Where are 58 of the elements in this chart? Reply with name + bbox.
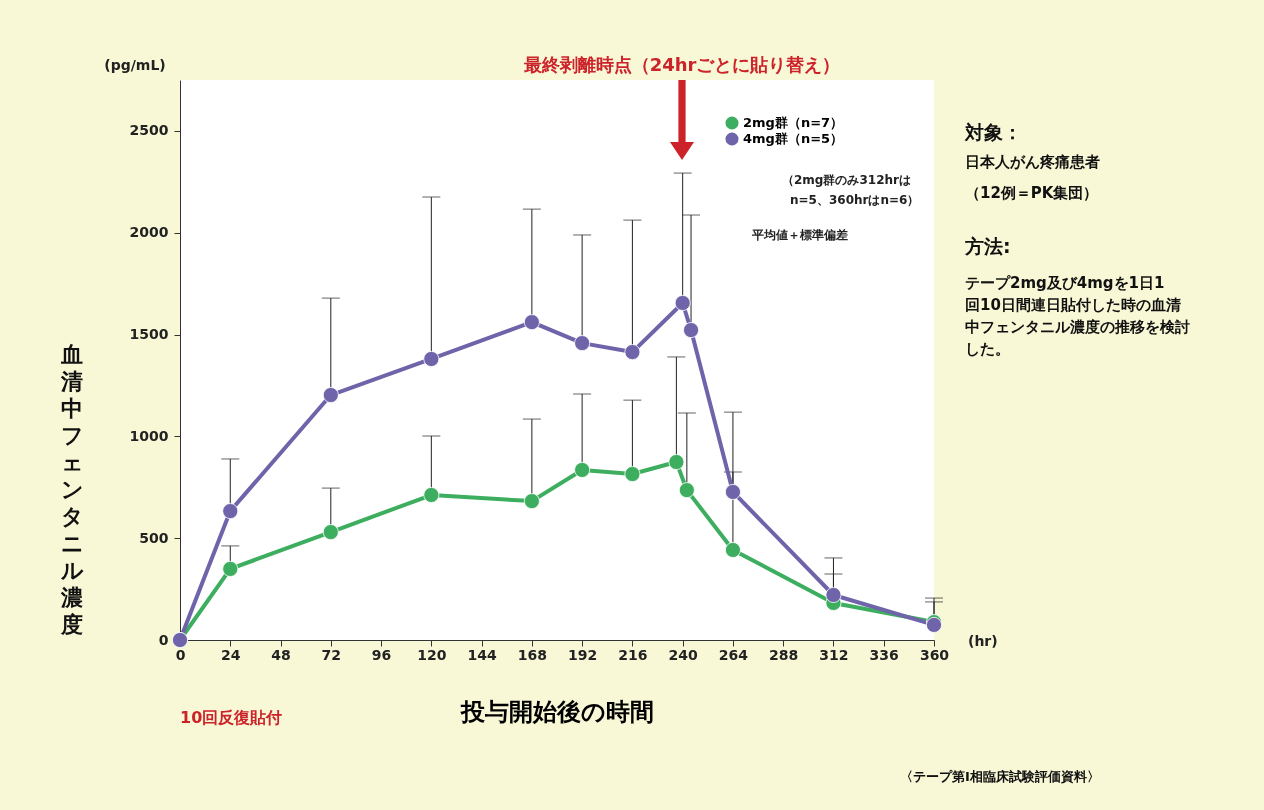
- point: [674, 295, 691, 311]
- x-tick-label: 240: [668, 646, 699, 663]
- point: [322, 387, 339, 403]
- point: [574, 462, 591, 478]
- point: [574, 335, 591, 352]
- x-axis-title: 投与開始後の時間: [460, 697, 654, 726]
- point: [322, 524, 339, 541]
- annotation: n=5、360hrはn=6）: [790, 193, 920, 207]
- x-tick-label: 96: [371, 646, 392, 663]
- text: (pg/mL): [104, 57, 166, 73]
- x-tick-label: 72: [321, 646, 342, 663]
- text: 方法:: [964, 235, 1011, 257]
- annotation: （2mg群のみ312hrは: [782, 173, 911, 187]
- annotation: 平均値＋標準偏差: [751, 228, 848, 242]
- y-tick-label: 1500: [129, 326, 169, 343]
- x-tick-label: 312: [819, 646, 849, 663]
- x-tick-label: 336: [869, 646, 899, 663]
- x-tick-label: 120: [417, 646, 447, 663]
- x-tick-label: 192: [568, 646, 598, 663]
- x-tick-label: 216: [618, 646, 648, 663]
- text: 日本人がん疼痛患者: [965, 153, 1100, 171]
- point: [423, 487, 440, 503]
- text: テープ2mg及び4mgを1日1回10日間連日貼付した時の血清中フェンタニル濃度の推移を検討した。: [965, 274, 1190, 358]
- x-tick-label: 168: [517, 646, 547, 663]
- point: [523, 314, 540, 331]
- y-tick-label: 2500: [129, 122, 169, 139]
- y-tick-label: 0: [158, 631, 169, 648]
- point: [724, 483, 741, 500]
- x-tick-label: 288: [769, 646, 799, 663]
- text: 血清中フェンタニル濃度: [60, 342, 84, 637]
- x-tick-label: 144: [467, 646, 497, 663]
- text: 〈テープ第Ⅰ相臨床試験評価資料〉: [900, 769, 1100, 784]
- x-tick-label: 0: [175, 646, 186, 663]
- y-tick-label: 2000: [129, 224, 169, 241]
- point: [222, 503, 239, 520]
- text: (hr): [968, 633, 998, 649]
- point: [222, 560, 239, 577]
- legend-label: 2mg群（n=7）: [743, 115, 844, 130]
- text: 最終剥離時点（24hrごとに貼り替え）: [522, 54, 841, 75]
- x-tick-label: 24: [221, 646, 241, 663]
- text: 対象：: [964, 121, 1022, 143]
- point: [683, 322, 700, 339]
- point: [423, 351, 440, 367]
- point: [825, 587, 842, 603]
- point: [668, 454, 685, 470]
- x-tick-label: 48: [271, 646, 291, 663]
- point: [523, 493, 540, 510]
- point: [678, 482, 695, 499]
- text: 10回反復貼付: [180, 708, 283, 727]
- point: [724, 542, 741, 558]
- point: [624, 344, 641, 361]
- x-tick-label: 264: [718, 646, 749, 663]
- legend-label: 4mg群（n=5）: [743, 131, 844, 146]
- y-tick-label: 500: [139, 529, 169, 546]
- x-tick-label: 360: [919, 646, 950, 663]
- text: （12例＝PK集団）: [965, 184, 1099, 202]
- y-tick-label: 1000: [129, 427, 169, 444]
- point: [624, 466, 641, 482]
